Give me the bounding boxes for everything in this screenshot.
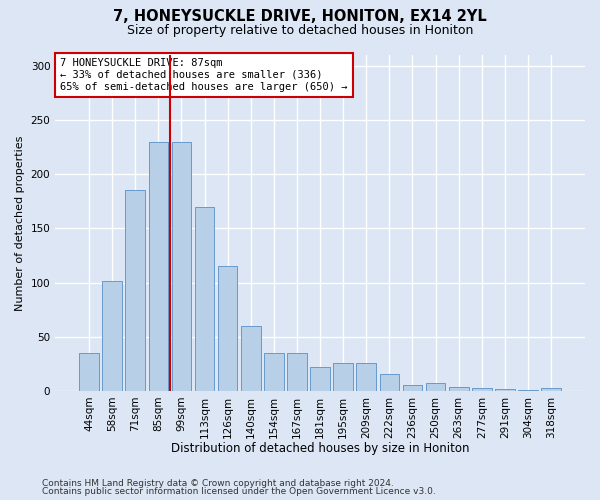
Bar: [149, 142, 168, 391]
Text: Size of property relative to detached houses in Honiton: Size of property relative to detached ho…: [127, 24, 473, 37]
Bar: [287, 353, 307, 391]
Bar: [380, 374, 399, 391]
Bar: [541, 388, 561, 391]
Bar: [79, 353, 99, 391]
Bar: [172, 142, 191, 391]
Bar: [403, 386, 422, 391]
Bar: [449, 386, 469, 391]
Bar: [495, 388, 515, 391]
Text: Contains HM Land Registry data © Crown copyright and database right 2024.: Contains HM Land Registry data © Crown c…: [42, 478, 394, 488]
Bar: [195, 206, 214, 391]
Bar: [334, 362, 353, 391]
Bar: [218, 266, 238, 391]
Bar: [310, 367, 330, 391]
Bar: [426, 384, 445, 391]
Y-axis label: Number of detached properties: Number of detached properties: [15, 135, 25, 310]
Bar: [264, 353, 284, 391]
Bar: [472, 388, 491, 391]
Bar: [241, 326, 260, 391]
Bar: [125, 190, 145, 391]
Text: 7, HONEYSUCKLE DRIVE, HONITON, EX14 2YL: 7, HONEYSUCKLE DRIVE, HONITON, EX14 2YL: [113, 9, 487, 24]
Bar: [518, 390, 538, 391]
X-axis label: Distribution of detached houses by size in Honiton: Distribution of detached houses by size …: [171, 442, 469, 455]
Text: 7 HONEYSUCKLE DRIVE: 87sqm
← 33% of detached houses are smaller (336)
65% of sem: 7 HONEYSUCKLE DRIVE: 87sqm ← 33% of deta…: [61, 58, 348, 92]
Text: Contains public sector information licensed under the Open Government Licence v3: Contains public sector information licen…: [42, 487, 436, 496]
Bar: [356, 362, 376, 391]
Bar: [103, 282, 122, 391]
